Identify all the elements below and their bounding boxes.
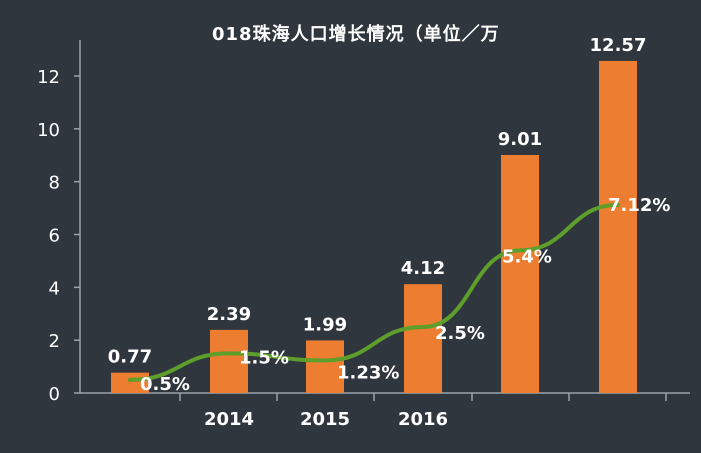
bar [404,284,442,393]
bar-value-label: 1.99 [303,314,347,335]
bar-value-label: 4.12 [401,258,445,279]
growth-rate-line [128,202,620,382]
bar-value-label: 9.01 [498,129,542,150]
bar [306,340,344,393]
x-tick-label: 2015 [300,409,350,430]
bar [210,329,248,393]
bar [599,60,637,393]
bar [501,154,539,393]
bar-value-label: 0.77 [108,347,152,368]
y-tick-label: 0 [49,384,60,405]
y-tick-label: 12 [37,67,60,88]
x-tick-label: 2014 [204,409,254,430]
y-tick-label: 10 [37,120,60,141]
y-tick-label: 6 [49,226,60,247]
y-tick-label: 4 [49,278,60,299]
chart-title: 018珠海人口增长情况（单位／万 [212,24,500,45]
line-value-label: 1.5% [239,347,289,368]
y-tick-label: 2 [49,331,60,352]
bar-value-label: 12.57 [590,35,647,56]
bar-value-label: 2.39 [207,304,251,325]
line-value-label: 0.5% [140,374,190,395]
line-value-label: 2.5% [435,323,485,344]
y-tick-label: 8 [49,173,60,194]
x-tick-label: 2016 [398,409,448,430]
line-value-label: 1.23% [337,363,399,384]
line-value-label: 7.12% [608,195,670,216]
line-value-label: 5.4% [502,246,552,267]
